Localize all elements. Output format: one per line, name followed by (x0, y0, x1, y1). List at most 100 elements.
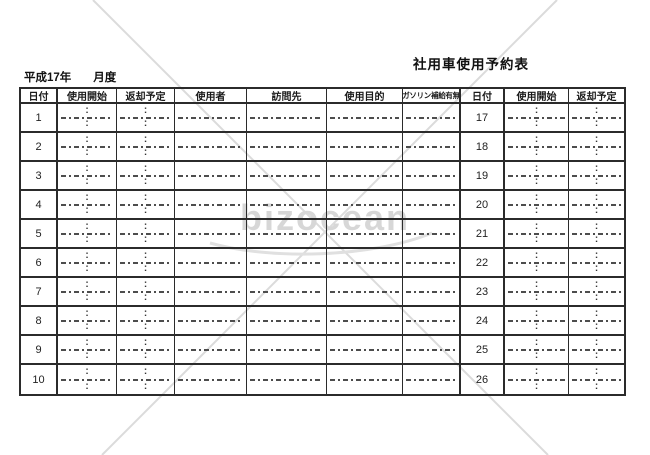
entry-rule-line (330, 348, 399, 351)
time-separator: : (143, 250, 148, 261)
day-cell: 4 (21, 191, 58, 220)
text-entry-cell (327, 365, 403, 394)
text-entry-cell (247, 365, 327, 394)
entry-rule-line (120, 290, 171, 293)
text-entry-cell (327, 307, 403, 336)
text-entry-cell (327, 162, 403, 191)
day-cell: 21 (461, 220, 505, 249)
time-separator: : (85, 134, 89, 145)
text-entry-cell (247, 220, 327, 249)
day-cell: 9 (21, 336, 58, 365)
text-entry-cell (175, 133, 247, 162)
text-entry-cell (175, 365, 247, 394)
time-entry-cell: :: (569, 278, 624, 307)
text-entry-cell (327, 220, 403, 249)
time-entry-cell: :: (569, 133, 624, 162)
header-cell-destination: 訪問先 (247, 89, 327, 104)
entry-rule-line (61, 348, 113, 351)
time-entry-cell: :: (58, 365, 117, 394)
entry-rule-line (406, 378, 456, 381)
time-separator: : (534, 221, 539, 232)
entry-rule-line (572, 348, 621, 351)
time-entry-cell: :: (569, 249, 624, 278)
time-separator: : (143, 147, 148, 158)
time-separator: : (594, 118, 599, 129)
entry-rule-line (250, 232, 323, 235)
month-suffix-label: 月度 (93, 72, 117, 84)
time-separator: : (143, 192, 148, 203)
reservation-table: 日付 使用開始 返却予定 使用者 訪問先 使用目的 ガソリン補給有無 日付 使用開始 返却予定 1:… (19, 87, 626, 396)
day-cell: 22 (461, 249, 505, 278)
time-entry-cell: :: (505, 220, 569, 249)
time-separator: : (594, 205, 599, 216)
entry-rule-line (61, 116, 113, 119)
time-separator: : (85, 308, 89, 319)
entry-rule-line (178, 116, 243, 119)
header-cell-purpose: 使用目的 (327, 89, 403, 104)
time-separator: : (85, 105, 89, 116)
entry-rule-line (120, 174, 171, 177)
text-entry-cell (175, 249, 247, 278)
entry-rule-line (406, 261, 456, 264)
time-separator: : (143, 205, 148, 216)
day-cell: 6 (21, 249, 58, 278)
time-entry-cell: :: (58, 133, 117, 162)
header-cell-use-start-left: 使用開始 (58, 89, 117, 104)
text-entry-cell (247, 162, 327, 191)
time-entry-cell: :: (117, 336, 175, 365)
entry-rule-line (61, 174, 113, 177)
entry-rule-line (508, 116, 565, 119)
time-entry-cell: :: (505, 104, 569, 133)
time-entry-cell: :: (117, 365, 175, 394)
day-cell: 8 (21, 307, 58, 336)
time-separator: : (534, 381, 539, 392)
time-entry-cell: :: (58, 104, 117, 133)
time-separator: : (594, 221, 599, 232)
text-entry-cell (403, 365, 461, 394)
time-separator: : (143, 176, 148, 187)
time-entry-cell: :: (505, 249, 569, 278)
time-separator: : (85, 163, 89, 174)
time-separator: : (534, 350, 539, 361)
time-entry-cell: :: (117, 278, 175, 307)
time-separator: : (534, 250, 539, 261)
time-entry-cell: :: (569, 307, 624, 336)
entry-rule-line (330, 174, 399, 177)
entry-rule-line (250, 378, 323, 381)
time-entry-cell: :: (117, 104, 175, 133)
text-entry-cell (247, 133, 327, 162)
entry-rule-line (330, 116, 399, 119)
watermark-diagonal-right-icon (101, 0, 558, 455)
entry-rule-line (572, 145, 621, 148)
day-cell: 24 (461, 307, 505, 336)
time-entry-cell: :: (569, 336, 624, 365)
text-entry-cell (175, 307, 247, 336)
time-entry-cell: :: (505, 133, 569, 162)
time-separator: : (143, 118, 148, 129)
entry-rule-line (120, 203, 171, 206)
entry-rule-line (178, 290, 243, 293)
time-entry-cell: :: (569, 220, 624, 249)
time-separator: : (143, 105, 148, 116)
day-cell: 7 (21, 278, 58, 307)
entry-rule-line (250, 290, 323, 293)
time-separator: : (85, 279, 89, 290)
entry-rule-line (572, 232, 621, 235)
time-separator: : (534, 234, 539, 245)
text-entry-cell (247, 278, 327, 307)
time-entry-cell: :: (505, 336, 569, 365)
day-cell: 19 (461, 162, 505, 191)
entry-rule-line (572, 116, 621, 119)
entry-rule-line (178, 261, 243, 264)
time-separator: : (85, 337, 89, 348)
time-entry-cell: :: (117, 249, 175, 278)
entry-rule-line (330, 290, 399, 293)
time-separator: : (143, 263, 148, 274)
time-entry-cell: :: (117, 220, 175, 249)
time-separator: : (143, 292, 148, 303)
entry-rule-line (508, 145, 565, 148)
time-entry-cell: :: (58, 307, 117, 336)
entry-rule-line (330, 261, 399, 264)
entry-rule-line (178, 232, 243, 235)
time-separator: : (534, 176, 539, 187)
